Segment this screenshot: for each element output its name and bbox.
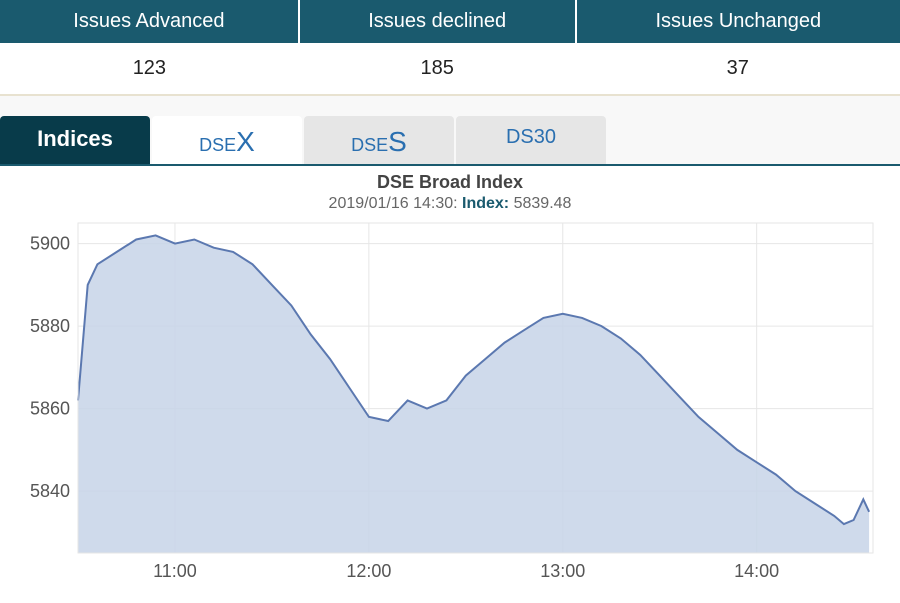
svg-text:5860: 5860	[30, 399, 70, 419]
chart-panel: DSE Broad Index 2019/01/16 14:30: Index:…	[0, 166, 900, 603]
tab-prefix: DSE	[199, 135, 236, 155]
chart-timestamp: 2019/01/16 14:30:	[329, 195, 458, 212]
stats-value-cell: 185	[299, 43, 576, 95]
chart-index-label: Index:	[462, 195, 509, 212]
stats-value-cell: 37	[576, 43, 900, 95]
svg-text:12:00: 12:00	[346, 561, 391, 581]
svg-text:14:00: 14:00	[734, 561, 779, 581]
svg-text:13:00: 13:00	[540, 561, 585, 581]
svg-text:11:00: 11:00	[153, 561, 197, 581]
stats-header-cell: Issues declined	[299, 0, 576, 43]
stats-header-cell: Issues Advanced	[0, 0, 299, 43]
tab-indices-label: Indices	[0, 116, 150, 164]
svg-text:5840: 5840	[30, 481, 70, 501]
indices-tabs: Indices DSEXDSESDS30	[0, 116, 900, 166]
svg-text:5880: 5880	[30, 316, 70, 336]
index-line-chart: 5840 5860 5880 5900 11:00 12:00 13:00 14:00	[8, 213, 888, 593]
stats-value-cell: 123	[0, 43, 299, 95]
tab-main: DS30	[506, 126, 556, 148]
svg-text:5900: 5900	[30, 234, 70, 254]
tab-dses[interactable]: DSES	[304, 116, 454, 164]
chart-title: DSE Broad Index	[8, 172, 892, 193]
stats-header-cell: Issues Unchanged	[576, 0, 900, 43]
tab-ds30[interactable]: DS30	[456, 116, 606, 164]
tab-dsex[interactable]: DSEX	[152, 116, 302, 164]
tab-main: S	[388, 126, 407, 157]
chart-subtitle: 2019/01/16 14:30: Index: 5839.48	[8, 195, 892, 213]
tab-prefix: DSE	[351, 135, 388, 155]
issues-stats-table: Issues AdvancedIssues declinedIssues Unc…	[0, 0, 900, 96]
tab-main: X	[236, 126, 255, 157]
chart-index-value: 5839.48	[514, 195, 572, 212]
